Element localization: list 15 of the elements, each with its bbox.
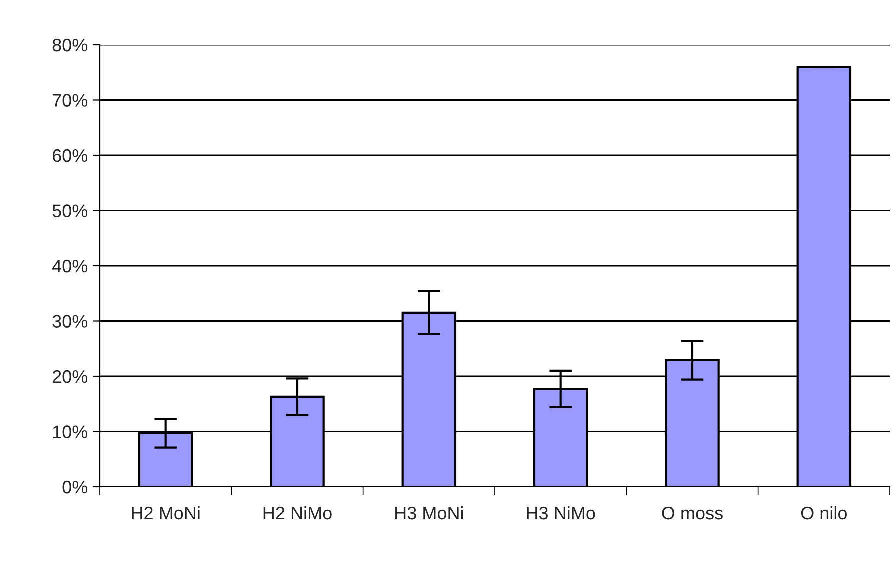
x-tick-label: O moss: [662, 506, 723, 520]
y-tick-label: 50%: [52, 204, 88, 218]
y-tick-label: 0%: [62, 480, 88, 494]
x-tick-label: O nilo: [801, 506, 847, 520]
x-tick-label: H2 MoNi: [132, 506, 200, 520]
x-tick-label: H3 NiMo: [527, 506, 596, 520]
y-tick-label: 60%: [52, 149, 88, 162]
y-tick-label: 20%: [52, 370, 88, 384]
x-tick-label: H2 NiMo: [264, 506, 332, 520]
y-tick-label: 70%: [52, 94, 88, 107]
y-tick-label: 10%: [53, 426, 88, 438]
y-tick-label: 40%: [52, 260, 88, 273]
y-tick-label: 30%: [52, 315, 88, 328]
x-tick-label: H3 MoNi: [396, 506, 464, 520]
y-tick-label: 80%: [52, 38, 88, 52]
